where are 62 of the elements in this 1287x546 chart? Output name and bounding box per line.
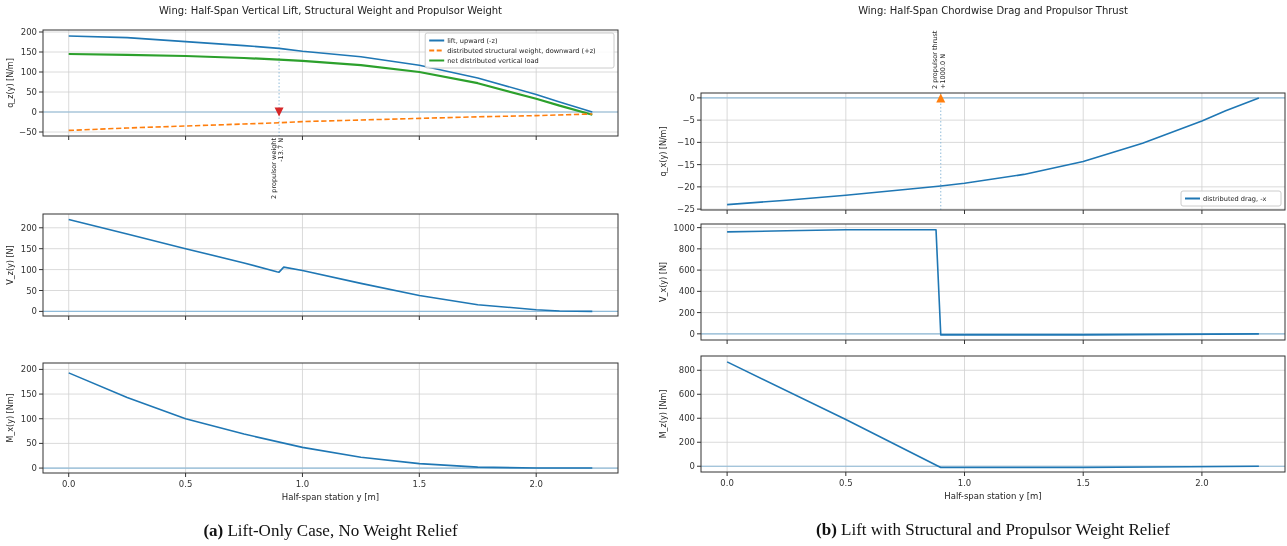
- x-tick-label: 1.0: [295, 479, 310, 489]
- x-tick-label: 2.0: [1195, 478, 1209, 488]
- y-tick-label: 600: [678, 389, 695, 400]
- chart-title: Wing: Half-Span Vertical Lift, Structural Weight and Propulsor Weight: [158, 5, 503, 16]
- y-tick-label: 0: [689, 92, 695, 103]
- text: (a) Lift-Only Case, No Weight Relief: [203, 521, 458, 540]
- line-series: [726, 97, 1260, 206]
- x-tick-label: 1.5: [412, 479, 427, 489]
- y-tick-label: 200: [20, 27, 37, 37]
- y-axis-title: M_z(y) [Nm]: [659, 389, 668, 439]
- y-axis-title: V_z(y) [N]: [6, 245, 15, 285]
- y-tick-label: 400: [678, 286, 695, 297]
- y-tick-label: 100: [20, 67, 37, 77]
- y-tick-label: 600: [678, 265, 695, 276]
- y-tick-label: 150: [20, 389, 37, 400]
- y-axis-title: q_z(y) [N/m]: [6, 58, 15, 108]
- x-axis-title: Half-span station y [m]: [944, 491, 1042, 501]
- y-axis-title: q_x(y) [N/m]: [659, 126, 668, 177]
- line-series: [67, 113, 594, 132]
- y-tick-label: 0: [31, 306, 37, 317]
- line-series: [726, 228, 1260, 336]
- x-tick-label: 0.0: [720, 478, 734, 488]
- y-tick-label: −5: [682, 115, 695, 126]
- x-tick-label: 1.5: [1076, 478, 1090, 488]
- y-axis-title: V_x(y) [N]: [659, 262, 668, 302]
- y-tick-label: 800: [678, 365, 695, 376]
- y-axis-title: M_x(y) [Nm]: [6, 393, 15, 443]
- y-tick-label: 200: [678, 307, 695, 318]
- y-tick-label: 0: [31, 107, 37, 117]
- y-tick-label: 200: [678, 437, 695, 448]
- y-tick-label: 0: [689, 328, 695, 339]
- y-tick-label: −15: [677, 159, 695, 170]
- line-series: [67, 372, 594, 469]
- y-tick-label: −20: [677, 181, 695, 192]
- y-tick-label: −10: [677, 137, 695, 148]
- y-tick-label: 100: [20, 264, 37, 275]
- y-tick-label: 0: [689, 461, 695, 472]
- text: (b) Lift with Structural and Propulsor Weight Relief: [816, 520, 1171, 539]
- chart-title: Wing: Half-Span Chordwise Drag and Propulsor Thrust: [858, 5, 1128, 16]
- y-tick-label: 800: [678, 243, 695, 254]
- y-tick-label: 50: [26, 87, 37, 97]
- y-tick-label: 200: [20, 222, 37, 233]
- y-tick-label: 0: [31, 463, 37, 474]
- y-tick-label: −50: [19, 127, 37, 137]
- y-tick-label: −25: [677, 204, 695, 215]
- y-tick-label: 50: [26, 438, 37, 449]
- x-tick-label: 0.5: [178, 479, 193, 489]
- y-tick-label: 50: [26, 285, 37, 296]
- x-tick-label: 2.0: [529, 479, 543, 489]
- x-tick-label: 1.0: [957, 478, 972, 488]
- y-tick-label: 100: [20, 413, 37, 424]
- x-axis-title: Half-span station y [m]: [281, 492, 380, 502]
- line-series: [67, 218, 594, 313]
- x-tick-label: 0.0: [61, 479, 76, 489]
- y-tick-label: 150: [20, 47, 37, 57]
- x-tick-label: 0.5: [839, 478, 853, 488]
- y-tick-label: 200: [20, 364, 37, 375]
- y-tick-label: 1000: [673, 222, 695, 233]
- y-tick-label: 150: [20, 243, 37, 254]
- y-tick-label: 400: [678, 413, 695, 424]
- line-series: [726, 361, 1260, 469]
- line-series: [67, 35, 594, 113]
